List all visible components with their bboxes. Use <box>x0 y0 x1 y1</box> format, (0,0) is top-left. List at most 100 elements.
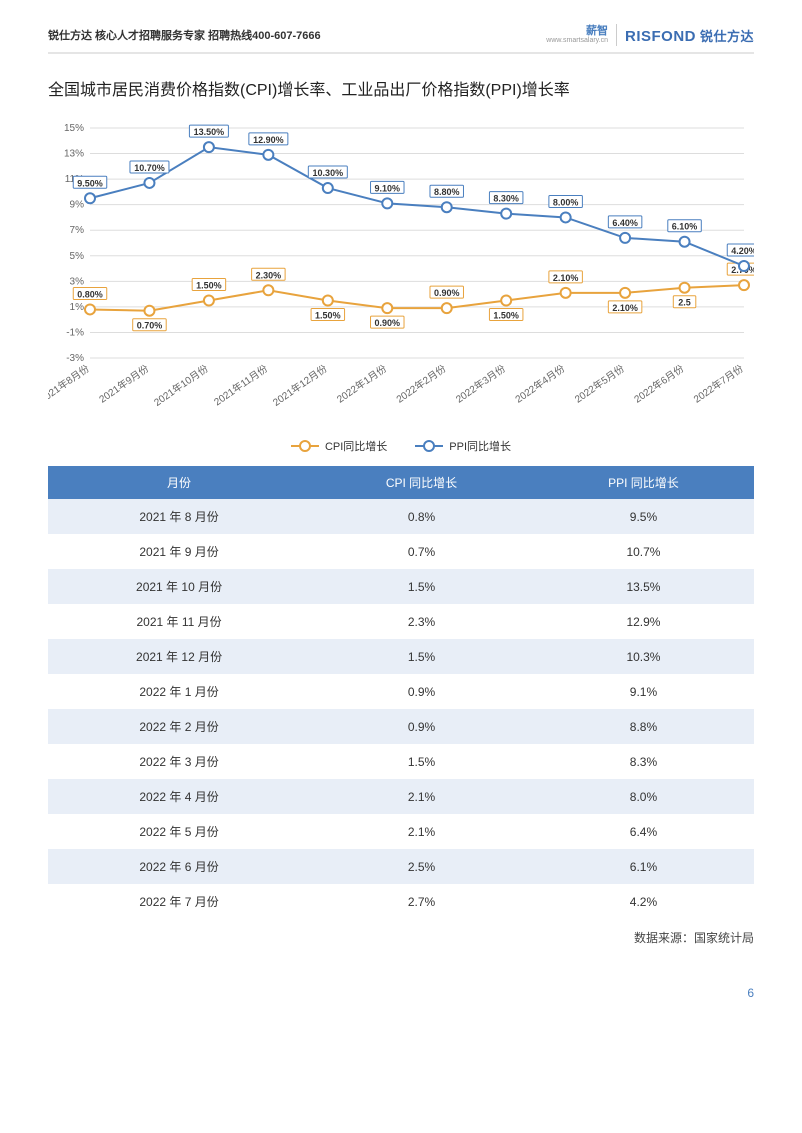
table-row: 2021 年 12 月份1.5%10.3% <box>48 639 754 674</box>
svg-text:1%: 1% <box>70 302 85 313</box>
svg-text:2021年8月份: 2021年8月份 <box>48 362 92 406</box>
svg-text:10.30%: 10.30% <box>313 168 344 178</box>
page-title: 全国城市居民消费价格指数(CPI)增长率、工业品出厂价格指数(PPI)增长率 <box>48 76 754 100</box>
table-cell: 4.2% <box>533 884 754 919</box>
table-cell: 1.5% <box>310 569 533 604</box>
table-row: 2021 年 10 月份1.5%13.5% <box>48 569 754 604</box>
svg-text:15%: 15% <box>64 123 84 134</box>
table-cell: 2021 年 9 月份 <box>48 534 310 569</box>
svg-text:2.10%: 2.10% <box>612 303 638 313</box>
table-cell: 2022 年 5 月份 <box>48 814 310 849</box>
table-cell: 0.7% <box>310 534 533 569</box>
table-row: 2021 年 8 月份0.8%9.5% <box>48 499 754 534</box>
brand-risfond: RISFOND 锐仕方达 <box>625 26 754 45</box>
legend-marker-cpi <box>291 445 319 447</box>
svg-text:2.5: 2.5 <box>678 298 691 308</box>
table-cell: 1.5% <box>310 639 533 674</box>
table-header-cell: PPI 同比增长 <box>533 466 754 499</box>
svg-text:6.10%: 6.10% <box>672 222 698 232</box>
data-source: 数据来源：国家统计局 <box>48 929 754 946</box>
brand2-cn: 锐仕方达 <box>700 26 754 45</box>
svg-text:2021年12月份: 2021年12月份 <box>270 362 329 409</box>
svg-text:9.10%: 9.10% <box>375 183 401 193</box>
table-cell: 2.1% <box>310 814 533 849</box>
page-number: 6 <box>48 986 754 1000</box>
svg-text:8.80%: 8.80% <box>434 187 460 197</box>
svg-text:2022年4月份: 2022年4月份 <box>513 362 568 406</box>
svg-text:0.70%: 0.70% <box>137 321 163 331</box>
header-brands: 薪智 www.smartsalary.cn RISFOND 锐仕方达 <box>546 24 754 46</box>
svg-text:8.30%: 8.30% <box>493 194 519 204</box>
brand-divider <box>616 24 617 46</box>
table-cell: 2.7% <box>310 884 533 919</box>
svg-text:13%: 13% <box>64 149 84 160</box>
table-row: 2022 年 4 月份2.1%8.0% <box>48 779 754 814</box>
table-head: 月份CPI 同比增长PPI 同比增长 <box>48 466 754 499</box>
table-cell: 2022 年 1 月份 <box>48 674 310 709</box>
svg-text:7%: 7% <box>70 225 85 236</box>
svg-text:-3%: -3% <box>66 353 84 364</box>
legend-marker-ppi <box>415 445 443 447</box>
table-row: 2021 年 9 月份0.7%10.7% <box>48 534 754 569</box>
table-cell: 2.3% <box>310 604 533 639</box>
svg-text:1.50%: 1.50% <box>196 281 222 291</box>
table-cell: 2.5% <box>310 849 533 884</box>
data-table: 月份CPI 同比增长PPI 同比增长 2021 年 8 月份0.8%9.5%20… <box>48 466 754 919</box>
table-cell: 13.5% <box>533 569 754 604</box>
svg-text:3%: 3% <box>70 276 85 287</box>
table-cell: 10.3% <box>533 639 754 674</box>
svg-text:2021年10月份: 2021年10月份 <box>151 362 210 409</box>
brand1-sub: www.smartsalary.cn <box>546 37 608 45</box>
legend-cpi-label: CPI同比增长 <box>325 438 387 454</box>
table-cell: 6.1% <box>533 849 754 884</box>
svg-text:-1%: -1% <box>66 327 84 338</box>
table-cell: 2022 年 2 月份 <box>48 709 310 744</box>
table-cell: 2.1% <box>310 779 533 814</box>
table-cell: 0.9% <box>310 709 533 744</box>
table-cell: 2021 年 10 月份 <box>48 569 310 604</box>
svg-text:9.50%: 9.50% <box>77 178 103 188</box>
table-cell: 9.1% <box>533 674 754 709</box>
svg-text:5%: 5% <box>70 251 85 262</box>
table-row: 2022 年 6 月份2.5%6.1% <box>48 849 754 884</box>
table-row: 2022 年 5 月份2.1%6.4% <box>48 814 754 849</box>
table-cell: 6.4% <box>533 814 754 849</box>
svg-text:2.10%: 2.10% <box>553 273 579 283</box>
svg-text:0.90%: 0.90% <box>375 318 401 328</box>
svg-text:2022年3月份: 2022年3月份 <box>453 362 508 406</box>
svg-text:8.00%: 8.00% <box>553 197 579 207</box>
svg-text:6.40%: 6.40% <box>612 218 638 228</box>
header-bar: 锐仕方达 核心人才招聘服务专家 招聘热线400-607-7666 薪智 www.… <box>48 24 754 54</box>
table-row: 2022 年 2 月份0.9%8.8% <box>48 709 754 744</box>
legend-ppi: PPI同比增长 <box>415 438 511 454</box>
table-row: 2022 年 7 月份2.7%4.2% <box>48 884 754 919</box>
svg-text:2022年7月份: 2022年7月份 <box>691 362 746 406</box>
svg-text:10.70%: 10.70% <box>134 163 165 173</box>
table-cell: 2021 年 8 月份 <box>48 499 310 534</box>
svg-text:1.50%: 1.50% <box>493 311 519 321</box>
cpi-ppi-chart: -3%-1%1%3%5%7%9%11%13%15%2021年8月份2021年9月… <box>48 118 754 428</box>
legend-cpi: CPI同比增长 <box>291 438 387 454</box>
table-cell: 2022 年 3 月份 <box>48 744 310 779</box>
header-tagline: 锐仕方达 核心人才招聘服务专家 招聘热线400-607-7666 <box>48 27 321 43</box>
svg-text:2021年9月份: 2021年9月份 <box>96 362 151 406</box>
svg-text:13.50%: 13.50% <box>194 127 225 137</box>
table-row: 2022 年 1 月份0.9%9.1% <box>48 674 754 709</box>
svg-text:2022年1月份: 2022年1月份 <box>334 362 389 406</box>
table-cell: 2021 年 11 月份 <box>48 604 310 639</box>
chart-svg: -3%-1%1%3%5%7%9%11%13%15%2021年8月份2021年9月… <box>48 118 754 428</box>
svg-text:2.30%: 2.30% <box>256 270 282 280</box>
table-row: 2021 年 11 月份2.3%12.9% <box>48 604 754 639</box>
table-cell: 2022 年 7 月份 <box>48 884 310 919</box>
table-cell: 2022 年 6 月份 <box>48 849 310 884</box>
table-body: 2021 年 8 月份0.8%9.5%2021 年 9 月份0.7%10.7%2… <box>48 499 754 919</box>
legend-ppi-label: PPI同比增长 <box>449 438 511 454</box>
svg-text:0.90%: 0.90% <box>434 288 460 298</box>
brand-xinzhi: 薪智 www.smartsalary.cn <box>546 25 608 45</box>
table-cell: 10.7% <box>533 534 754 569</box>
table-cell: 1.5% <box>310 744 533 779</box>
svg-text:4.20%: 4.20% <box>731 246 754 256</box>
table-cell: 8.0% <box>533 779 754 814</box>
svg-text:1.50%: 1.50% <box>315 311 341 321</box>
svg-text:2021年11月份: 2021年11月份 <box>211 362 270 409</box>
